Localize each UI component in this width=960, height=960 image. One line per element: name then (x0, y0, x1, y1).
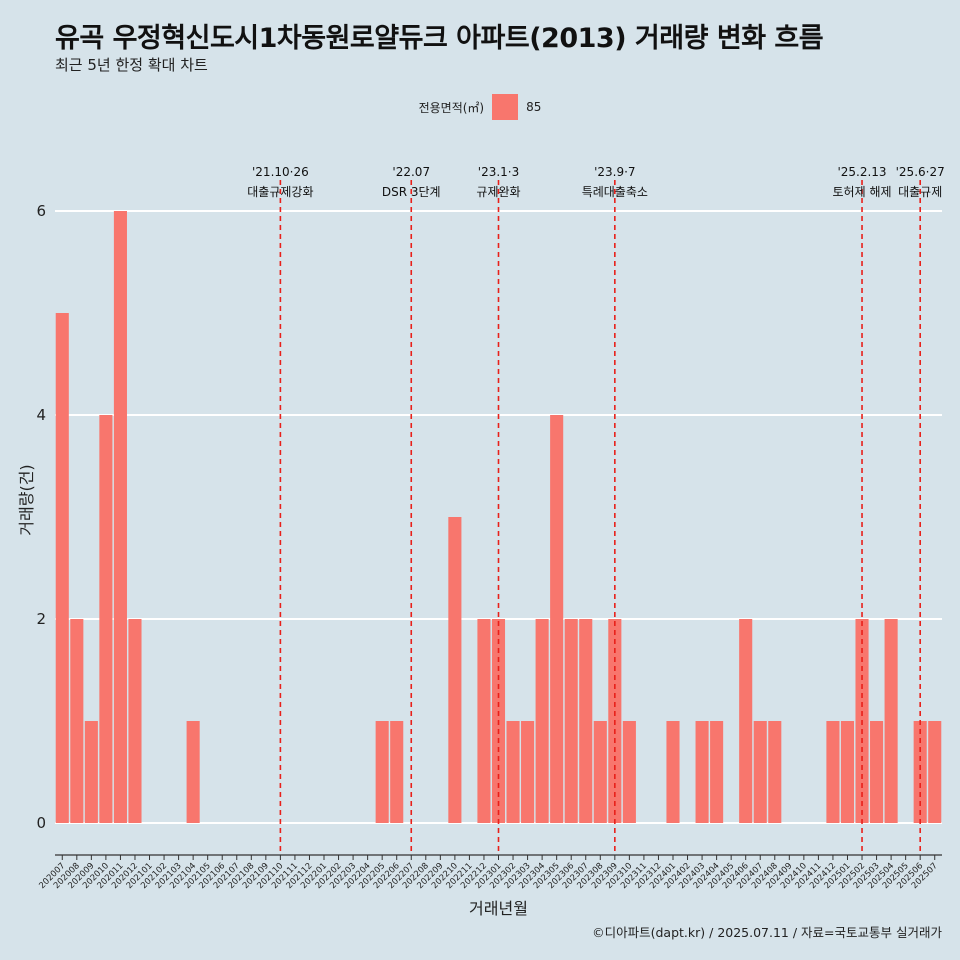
bar-202307 (579, 619, 593, 823)
event-label: 대출규제 (898, 185, 942, 199)
event-date-label: '23.1·3 (478, 165, 519, 179)
bar-202104 (186, 721, 200, 823)
chart-subtitle: 최근 5년 한정 확대 차트 (55, 56, 208, 74)
bar-202011 (113, 211, 127, 823)
x-axis-title: 거래년월 (469, 899, 528, 918)
bar-202306 (564, 619, 578, 823)
event-date-label: '25.6·27 (896, 165, 945, 179)
bar-202503 (870, 721, 884, 823)
bar-202308 (593, 721, 607, 823)
event-label: DSR 3단계 (382, 185, 441, 199)
bar-202302 (506, 721, 520, 823)
bar-202303 (521, 721, 535, 823)
bar-202407 (753, 721, 767, 823)
y-axis-title: 거래량(건) (17, 464, 36, 535)
bar-202205 (375, 721, 389, 823)
bar-202009 (84, 721, 98, 823)
bar-202008 (70, 619, 84, 823)
chart-title: 유곡 우정혁신도시1차동원로얄듀크 아파트(2013) 거래량 변화 흐름 (55, 23, 824, 54)
bar-202212 (477, 619, 491, 823)
bar-202304 (535, 619, 549, 823)
bar-202401 (666, 721, 680, 823)
bar-202007 (55, 313, 69, 823)
event-label: 토허제 해제 (833, 185, 892, 199)
bar-202506 (913, 721, 927, 823)
bar-202412 (826, 721, 840, 823)
bar-202010 (99, 415, 113, 823)
legend-swatch (492, 94, 519, 120)
bar-202206 (390, 721, 404, 823)
event-date-label: '21.10·26 (252, 165, 309, 179)
event-date-label: '23.9·7 (594, 165, 635, 179)
legend-item-label: 85 (526, 100, 542, 114)
y-tick-label: 6 (36, 202, 46, 220)
bar-202403 (695, 721, 709, 823)
bar-202305 (550, 415, 564, 823)
bar-202507 (928, 721, 942, 823)
bar-202501 (840, 721, 855, 823)
event-date-label: '25.2.13 (837, 165, 886, 179)
y-tick-label: 2 (36, 610, 46, 628)
bar-202210 (448, 517, 462, 823)
bar-202404 (710, 721, 724, 823)
event-date-label: '22.07 (392, 165, 430, 179)
bar-202504 (884, 619, 898, 823)
event-label: 규제완화 (476, 185, 520, 199)
bar-202406 (739, 619, 753, 823)
bar-202408 (768, 721, 782, 823)
legend: 전용면적(㎡) 85 (0, 94, 960, 120)
y-tick-label: 0 (36, 814, 46, 832)
y-tick-label: 4 (36, 406, 46, 424)
bar-202012 (128, 619, 142, 823)
event-label: 특례대출축소 (582, 185, 648, 199)
source-caption: ©디아파트(dapt.kr) / 2025.07.11 / 자료=국토교통부 실… (592, 925, 942, 940)
legend-title: 전용면적(㎡) (418, 100, 485, 115)
event-label: 대출규제강화 (247, 185, 313, 199)
bar-202310 (622, 721, 636, 823)
